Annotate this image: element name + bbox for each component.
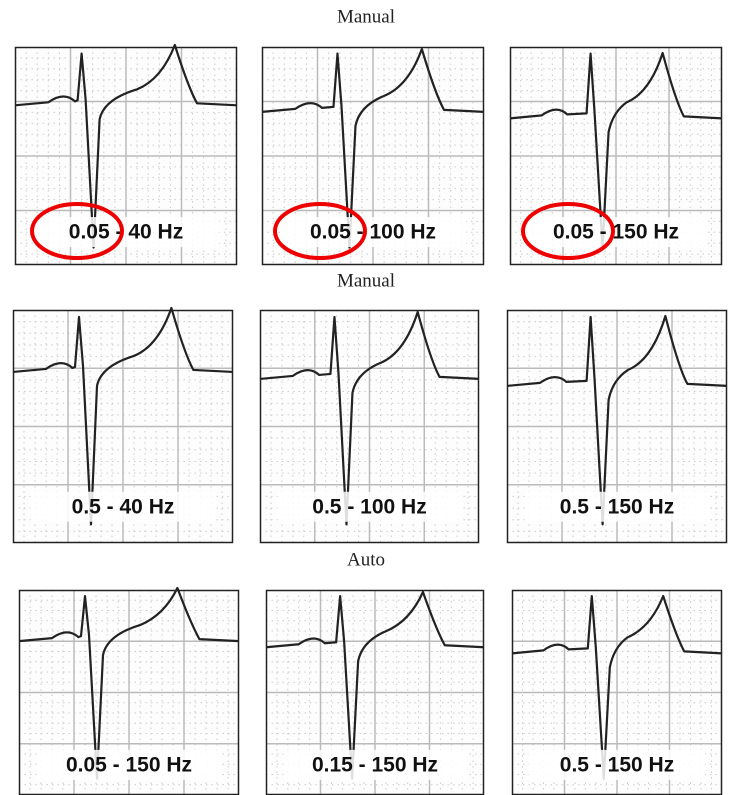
ecg-panel: 0.05 - 150 Hz	[510, 47, 722, 265]
figure: Manual 0.05 - 40 Hz 0.05 - 100 Hz 0.05 - 15…	[0, 0, 731, 795]
filter-label: 0.05 - 40 Hz	[69, 221, 183, 244]
filter-label: 0.05 - 100 Hz	[310, 221, 436, 244]
ecg-panel: 0.15 - 150 Hz	[266, 590, 484, 795]
filter-label: 0.05 - 150 Hz	[66, 753, 192, 776]
ecg-panel: 0.5 - 100 Hz	[260, 310, 479, 543]
filter-label: 0.05 - 150 Hz	[553, 221, 679, 244]
filter-label: 0.5 - 150 Hz	[560, 495, 674, 518]
ecg-panel: 0.05 - 40 Hz	[15, 45, 237, 265]
ecg-panel: 0.5 - 150 Hz	[507, 310, 727, 543]
section-title: Manual	[337, 6, 395, 27]
section-title: Manual	[337, 270, 395, 291]
ecg-panel: 0.5 - 150 Hz	[512, 590, 722, 795]
ecg-panel: 0.5 - 40 Hz	[13, 308, 233, 543]
ecg-panel: 0.05 - 100 Hz	[262, 47, 484, 265]
filter-label: 0.15 - 150 Hz	[312, 753, 438, 776]
ecg-panel: 0.05 - 150 Hz	[19, 588, 239, 795]
section-title: Auto	[347, 549, 385, 570]
filter-label: 0.5 - 100 Hz	[312, 495, 426, 518]
filter-label: 0.5 - 150 Hz	[560, 753, 674, 776]
filter-label: 0.5 - 40 Hz	[72, 495, 175, 518]
